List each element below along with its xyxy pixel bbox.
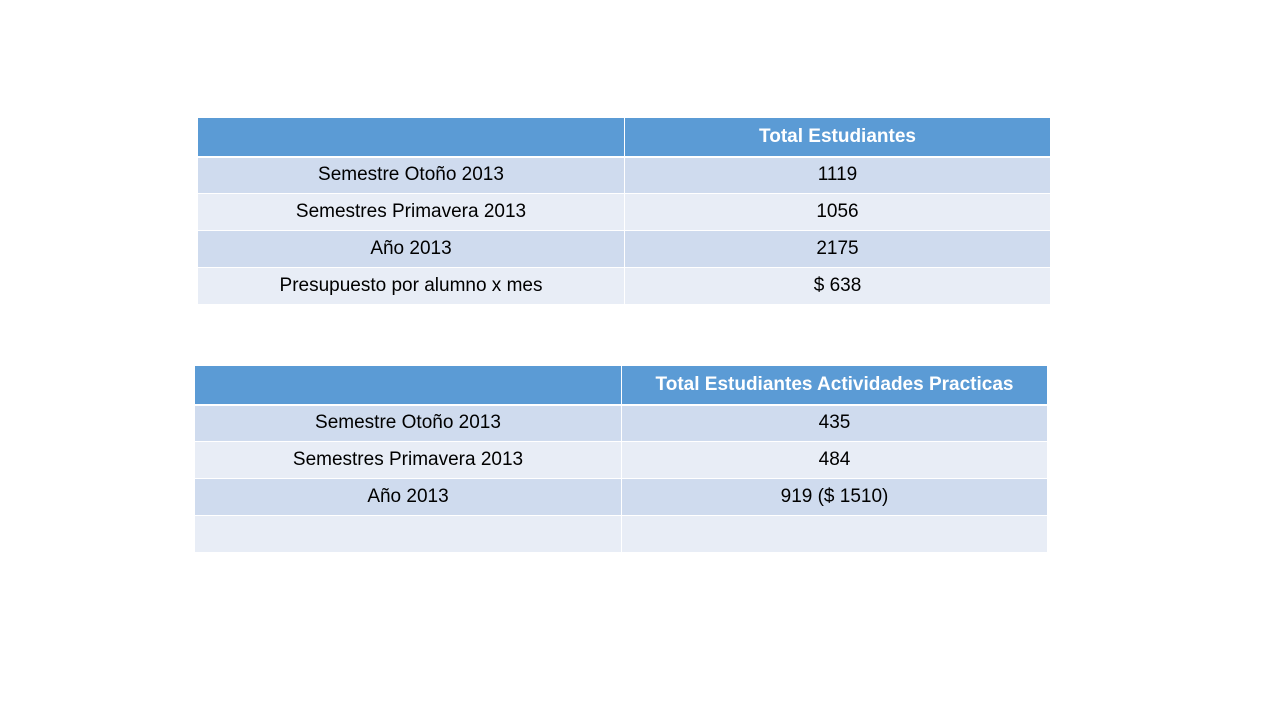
row-value: $ 638 <box>624 267 1051 305</box>
row-label: Año 2013 <box>194 478 622 516</box>
row-label: Semestre Otoño 2013 <box>197 156 625 194</box>
table-header-row: Total Estudiantes Actividades Practicas <box>194 365 1048 406</box>
table-header-row: Total Estudiantes <box>197 117 1051 158</box>
table-row: Semestres Primavera 2013 484 <box>194 441 1048 479</box>
header-cell-empty <box>197 117 625 158</box>
row-value: 919 ($ 1510) <box>621 478 1048 516</box>
row-value: 484 <box>621 441 1048 479</box>
table-row: Año 2013 2175 <box>197 230 1051 268</box>
header-cell-total-estudiantes: Total Estudiantes <box>624 117 1051 158</box>
row-value <box>621 515 1048 553</box>
table-row: Presupuesto por alumno x mes $ 638 <box>197 267 1051 305</box>
table-row: Semestre Otoño 2013 435 <box>194 404 1048 442</box>
row-value: 435 <box>621 404 1048 442</box>
header-cell-total-actividades: Total Estudiantes Actividades Practicas <box>621 365 1048 406</box>
row-label: Semestres Primavera 2013 <box>194 441 622 479</box>
row-label: Semestres Primavera 2013 <box>197 193 625 231</box>
row-label <box>194 515 622 553</box>
row-label: Presupuesto por alumno x mes <box>197 267 625 305</box>
table-row: Año 2013 919 ($ 1510) <box>194 478 1048 516</box>
practical-activities-table: Total Estudiantes Actividades Practicas … <box>194 365 1048 553</box>
table-row: Semestre Otoño 2013 1119 <box>197 156 1051 194</box>
row-value: 2175 <box>624 230 1051 268</box>
row-value: 1056 <box>624 193 1051 231</box>
students-total-table: Total Estudiantes Semestre Otoño 2013 11… <box>197 117 1051 305</box>
row-value: 1119 <box>624 156 1051 194</box>
row-label: Semestre Otoño 2013 <box>194 404 622 442</box>
table-row: Semestres Primavera 2013 1056 <box>197 193 1051 231</box>
row-label: Año 2013 <box>197 230 625 268</box>
header-cell-empty <box>194 365 622 406</box>
table-row-empty <box>194 515 1048 553</box>
